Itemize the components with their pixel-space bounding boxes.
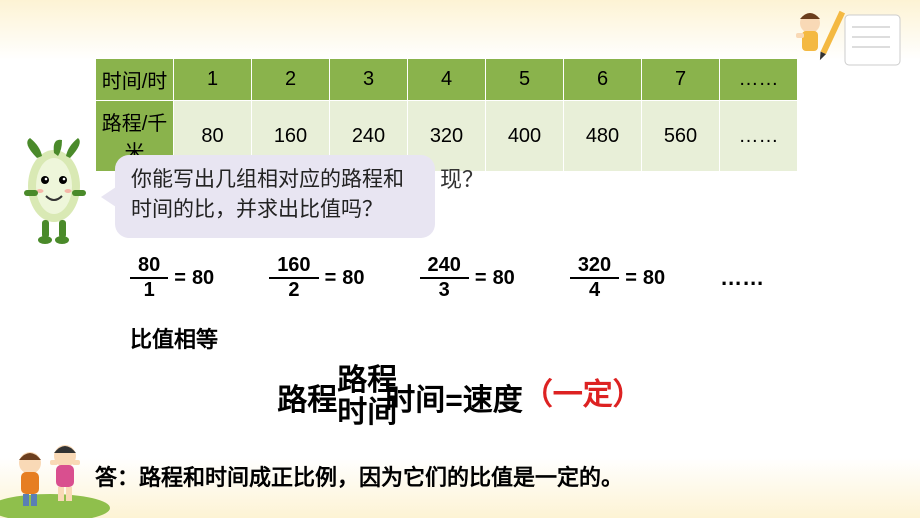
fractions-ellipsis: ……: [720, 265, 764, 291]
val: 560: [642, 101, 720, 172]
vegetable-character: [12, 138, 102, 248]
table-row-header: 时间/时 1 2 3 4 5 6 7 ……: [96, 59, 798, 101]
frac-den: 4: [589, 279, 600, 301]
fraction-item: 801 = 80: [130, 255, 214, 301]
frac-den: 1: [144, 279, 155, 301]
frac-den: 2: [288, 279, 299, 301]
col-h: 4: [408, 59, 486, 101]
bubble-tail: [101, 185, 119, 209]
frac-result: 80: [192, 267, 214, 290]
formula-after: 时间=速度: [385, 375, 523, 419]
col-h: 2: [252, 59, 330, 101]
col-h: 1: [174, 59, 252, 101]
col-h: ……: [720, 59, 798, 101]
fraction-item: 1602 = 80: [269, 255, 364, 301]
speech-bubble: 你能写出几组相对应的路程和 时间的比，并求出比值吗？: [115, 155, 435, 238]
fraction-item: 2403 = 80: [420, 255, 515, 301]
col-h: 6: [564, 59, 642, 101]
col-h: 7: [642, 59, 720, 101]
col-h: 3: [330, 59, 408, 101]
val: 400: [486, 101, 564, 172]
frac-num: 160: [269, 255, 318, 279]
fractions-row: 801 = 80 1602 = 80 2403 = 80 3204 = 80 ……: [130, 255, 764, 301]
equals-sign: =: [174, 267, 186, 290]
fraction-item: 3204 = 80: [570, 255, 665, 301]
answer-text: 答：路程和时间成正比例，因为它们的比值是一定的。: [95, 460, 623, 492]
row1-label: 时间/时: [96, 59, 174, 101]
frac-result: 80: [342, 267, 364, 290]
frac-result: 80: [493, 267, 515, 290]
bubble-line2: 时间的比，并求出比值吗？: [131, 198, 383, 221]
behind-bubble-text: 现？: [440, 162, 484, 194]
col-h: 5: [486, 59, 564, 101]
frac-result: 80: [643, 267, 665, 290]
formula-left: 路程: [277, 375, 337, 419]
top-band: [0, 0, 920, 60]
ratio-equal-label: 比值相等: [130, 322, 218, 354]
equals-sign: =: [625, 267, 637, 290]
equals-sign: =: [475, 267, 487, 290]
val: ……: [720, 101, 798, 172]
val: 480: [564, 101, 642, 172]
formula-constant: （一定）: [523, 378, 643, 411]
frac-num: 320: [570, 255, 619, 279]
frac-num: 80: [130, 255, 168, 279]
frac-den: 3: [439, 279, 450, 301]
frac-num: 240: [420, 255, 469, 279]
equals-sign: =: [325, 267, 337, 290]
corner-top-right-decoration: [790, 5, 910, 75]
formula: 路程路程时间时间=速度（一定）: [0, 365, 920, 428]
bubble-line1: 你能写出几组相对应的路程和: [131, 168, 404, 191]
